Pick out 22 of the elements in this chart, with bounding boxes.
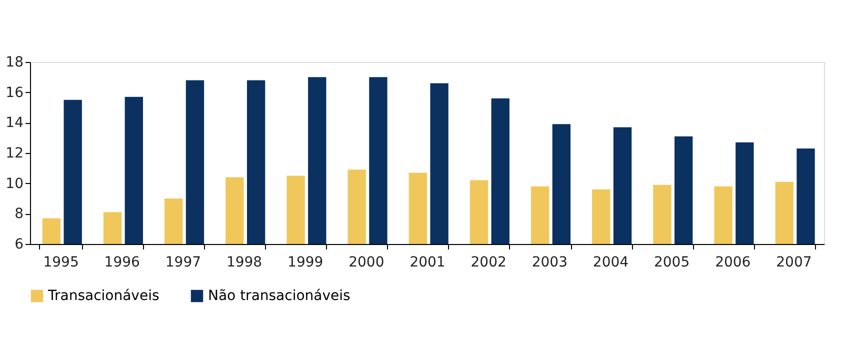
y-tick-label: 16 [6, 84, 24, 101]
y-tick-label: 12 [6, 146, 24, 162]
y-tick-label: 8 [14, 206, 24, 222]
x-tick-label: 1999 [288, 254, 324, 270]
x-tick-label: 1997 [165, 254, 202, 270]
x-tick-label: 2001 [410, 254, 446, 270]
y-tick-label: 14 [6, 115, 24, 132]
x-tick-label: 2005 [654, 254, 690, 270]
x-tick-label: 2000 [348, 254, 384, 270]
x-tick-label: 2003 [532, 254, 568, 270]
x-tick-label: 2007 [776, 254, 812, 270]
x-tick-label: 1998 [226, 254, 262, 270]
x-tick-label: 2002 [470, 254, 506, 270]
x-tick-label: 1995 [43, 254, 79, 270]
y-tick-label: 10 [6, 176, 24, 192]
x-tick-label: 1996 [104, 254, 140, 270]
legend-label: Não transacionáveis [208, 288, 350, 304]
legend-label: Transacionáveis [47, 288, 160, 304]
x-tick-label: 2004 [592, 254, 629, 270]
y-tick-label: 18 [6, 54, 24, 70]
y-tick-label: 6 [14, 236, 24, 252]
x-tick-label: 2006 [715, 254, 751, 270]
